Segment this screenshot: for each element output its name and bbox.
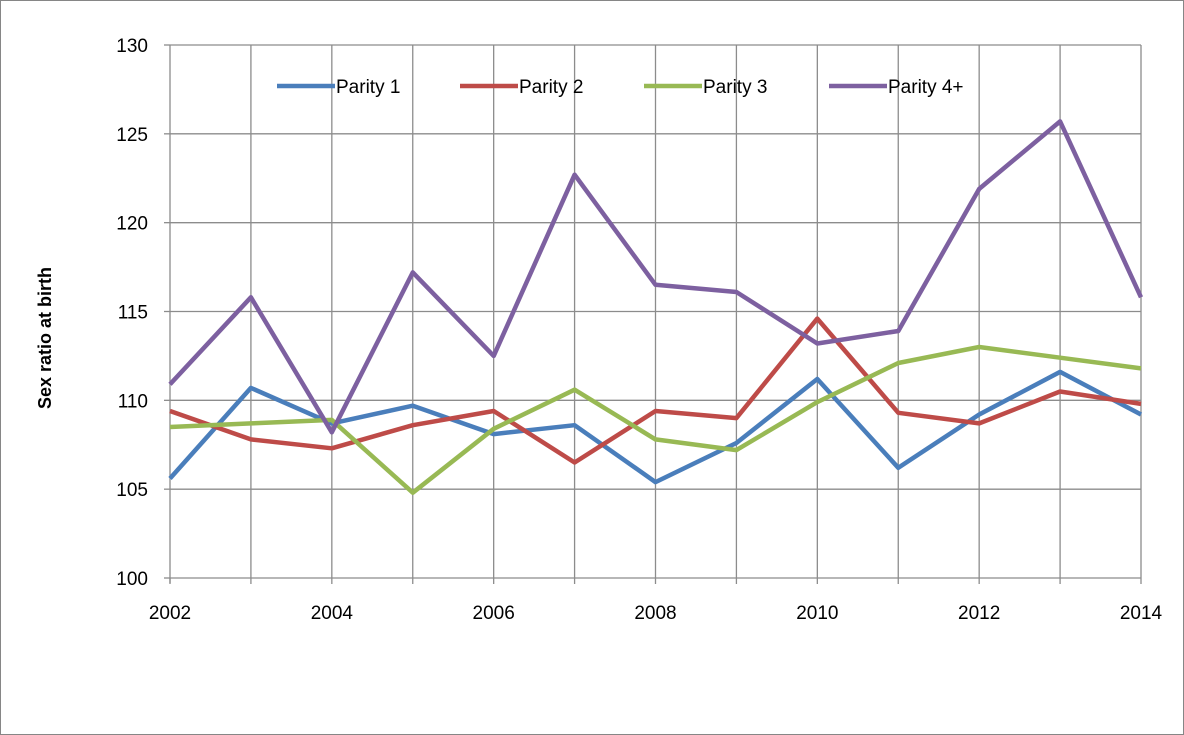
x-tick-label: 2014 bbox=[1120, 603, 1163, 624]
y-tick-label: 100 bbox=[116, 569, 148, 590]
axes: 100 105 110 115 120 125 130 2002 2004 2006 2008 201… bbox=[116, 36, 1162, 624]
legend: Parity 1 Parity 2 Parity 3 Parity 4+ bbox=[277, 77, 964, 98]
series-layer bbox=[168, 119, 1144, 495]
series-line-parity-4 bbox=[168, 119, 1144, 435]
legend-label-parity-2: Parity 2 bbox=[519, 77, 583, 98]
legend-label-parity-4: Parity 4+ bbox=[888, 77, 964, 98]
legend-label-parity-1: Parity 1 bbox=[336, 77, 400, 98]
x-tick-label: 2012 bbox=[958, 603, 1000, 624]
series-line-parity-1 bbox=[168, 369, 1143, 485]
y-tick-label: 115 bbox=[118, 303, 148, 324]
y-tick-label: 120 bbox=[116, 214, 148, 235]
x-tick-label: 2008 bbox=[634, 603, 676, 624]
y-tick-label: 125 bbox=[116, 125, 148, 146]
y-tick-label: 105 bbox=[116, 480, 148, 501]
legend-label-parity-3: Parity 3 bbox=[703, 77, 767, 98]
x-tick-label: 2004 bbox=[311, 603, 354, 624]
series-line-parity-2 bbox=[169, 316, 1142, 465]
x-tick-label: 2006 bbox=[473, 603, 515, 624]
series-line-parity-3 bbox=[169, 344, 1142, 495]
x-tick-label: 2010 bbox=[796, 603, 838, 624]
y-tick-label: 130 bbox=[116, 36, 148, 57]
x-tick-label: 2002 bbox=[149, 603, 191, 624]
grid-lines bbox=[170, 44, 1142, 578]
y-tick-label: 110 bbox=[118, 391, 148, 412]
y-axis-title: Sex ratio at birth bbox=[35, 267, 55, 409]
